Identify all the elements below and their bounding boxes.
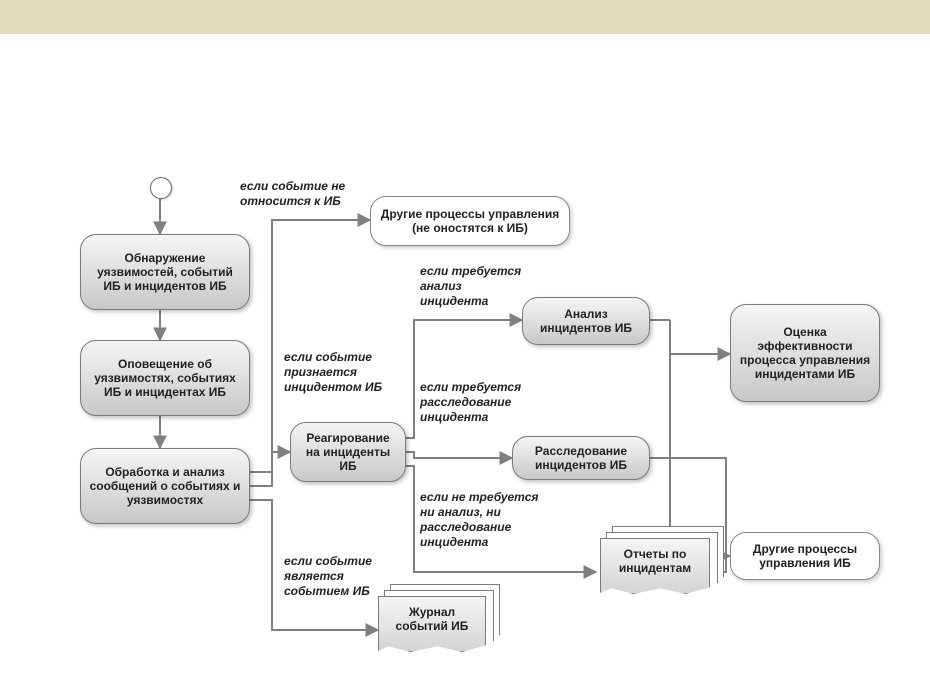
node-detect-label: Обнаружение уязвимостей, событий ИБ и ин… [89, 251, 241, 293]
node-notify-label: Оповещение об уязвимостях, событиях ИБ и… [89, 357, 241, 399]
node-reports-label: Отчеты по инцидентам [607, 547, 703, 575]
node-investigate: Расследование инцидентов ИБ [512, 436, 650, 480]
label-is-event: если событие является событием ИБ [284, 554, 372, 599]
node-effectiveness: Оценка эффективности процесса управления… [730, 304, 880, 402]
node-other-ib-label: Другие процессы управления ИБ [739, 542, 871, 570]
node-reports: Отчеты по инцидентам [600, 538, 710, 594]
top-bar [0, 0, 930, 34]
node-journal: Журнал событий ИБ [378, 596, 486, 652]
node-respond: Реагирование на инциденты ИБ [290, 422, 406, 482]
start-node [150, 177, 172, 199]
node-process-label: Обработка и анализ сообщений о событиях … [89, 465, 241, 507]
diagram-stage: Обнаружение уязвимостей, событий ИБ и ин… [0, 34, 930, 683]
label-is-incident: если событие признается инцидентом ИБ [284, 350, 382, 395]
label-no-anal-inv: если не требуется ни анализ, ни расследо… [420, 490, 538, 550]
node-analysis-label: Анализ инцидентов ИБ [531, 307, 641, 335]
node-process: Обработка и анализ сообщений о событиях … [80, 448, 250, 524]
node-other-mgmt-label: Другие процессы управления (не оностятся… [379, 207, 561, 235]
label-req-inv: если требуется расследование инцидента [420, 380, 521, 425]
label-not-ib: если событие не относится к ИБ [240, 179, 345, 209]
node-other-mgmt: Другие процессы управления (не оностятся… [370, 196, 570, 246]
node-analysis: Анализ инцидентов ИБ [522, 297, 650, 345]
node-detect: Обнаружение уязвимостей, событий ИБ и ин… [80, 234, 250, 310]
node-investigate-label: Расследование инцидентов ИБ [521, 444, 641, 472]
node-other-ib: Другие процессы управления ИБ [730, 532, 880, 580]
node-notify: Оповещение об уязвимостях, событиях ИБ и… [80, 340, 250, 416]
node-effectiveness-label: Оценка эффективности процесса управления… [739, 325, 871, 381]
label-req-anal: если требуется анализ инцидента [420, 264, 521, 309]
node-respond-label: Реагирование на инциденты ИБ [299, 431, 397, 473]
node-journal-label: Журнал событий ИБ [385, 605, 479, 633]
